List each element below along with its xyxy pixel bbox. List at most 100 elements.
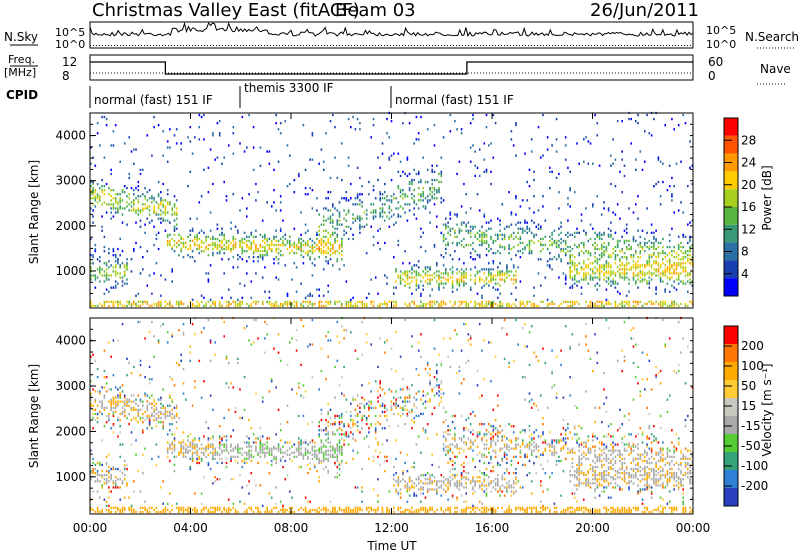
echo-cell [650,264,653,267]
echo-cell [519,280,522,283]
echo-cell [352,221,354,224]
echo-cell [216,237,219,241]
echo-cell [180,508,182,512]
echo-cell [277,510,280,514]
echo-cell [108,260,110,263]
echo-cell [327,425,329,428]
echo-cell [361,490,363,493]
echo-cell [517,221,519,224]
echo-cell [232,245,235,249]
echo-cell [311,453,314,456]
echo-cell [123,465,126,469]
echo-cell [137,421,140,424]
echo-cell [286,474,289,477]
echo-cell [465,282,467,285]
echo-cell [169,304,171,308]
echo-cell [460,302,463,306]
echo-cell [180,247,182,251]
echo-cell [203,506,205,509]
echo-cell [338,441,341,444]
echo-cell [94,205,97,208]
echo-cell [338,427,341,430]
echo-cell [157,300,160,303]
echo-cell [429,274,431,277]
echo-cell [162,219,164,222]
echo-cell [279,195,282,198]
echo-cell [255,300,257,303]
echo-cell [275,276,277,279]
echo-cell [255,247,257,251]
echo-cell [261,235,264,238]
echo-cell [302,414,305,418]
echo-cell [648,132,651,135]
echo-cell [90,274,92,277]
echo-cell [94,278,97,281]
echo-cell [182,323,185,326]
echo-cell [318,435,320,438]
echo-cell [567,219,569,222]
echo-cell [347,508,350,512]
echo-cell [336,359,339,362]
echo-cell [270,250,273,253]
echo-cell [589,262,592,265]
echo-cell [261,239,264,243]
echo-cell [164,508,167,512]
echo-cell [372,211,375,214]
echo-cell [388,508,391,512]
echo-cell [289,341,291,344]
echo-cell [230,227,232,230]
echo-cell [497,233,499,236]
echo-cell [442,406,445,409]
echo-cell [445,227,447,230]
echo-cell [160,201,162,204]
echo-cell [569,286,571,289]
echo-cell [352,418,354,422]
echo-cell [445,270,447,273]
echo-cell [248,256,250,259]
echo-cell [320,412,323,416]
echo-cell [114,201,117,204]
echo-cell [524,304,526,308]
echo-cell [223,508,225,512]
echo-cell [433,476,436,479]
echo-cell [300,447,302,450]
echo-cell [225,461,228,465]
echo-cell [386,215,388,218]
echo-cell [388,158,391,161]
echo-cell [422,302,424,306]
echo-cell [203,250,205,253]
echo-cell [431,480,433,483]
echo-cell [329,302,332,306]
echo-cell [361,427,363,430]
echo-cell [352,396,354,399]
echo-cell [133,508,135,512]
echo-cell [639,241,642,245]
echo-cell [395,457,397,460]
echo-cell [542,243,544,247]
echo-cell [171,378,173,381]
echo-cell [275,457,277,460]
echo-cell [603,233,605,236]
echo-cell [157,180,160,184]
echo-cell [637,217,639,220]
echo-cell [221,304,223,308]
echo-cell [612,138,614,141]
echo-cell [248,457,250,460]
echo-cell [307,193,309,196]
echo-cell [298,414,300,418]
echo-cell [119,486,121,489]
echo-cell [112,286,115,289]
echo-cell [318,239,320,243]
echo-cell [585,250,587,253]
echo-cell [463,270,465,273]
echo-cell [352,421,354,424]
echo-cell [359,199,361,202]
echo-cell [243,376,246,379]
echo-cell [286,294,289,297]
echo-cell [377,500,379,503]
echo-cell [313,449,316,452]
echo-cell [621,150,623,153]
echo-cell [327,284,329,287]
echo-cell [117,478,119,481]
echo-cell [485,282,488,285]
